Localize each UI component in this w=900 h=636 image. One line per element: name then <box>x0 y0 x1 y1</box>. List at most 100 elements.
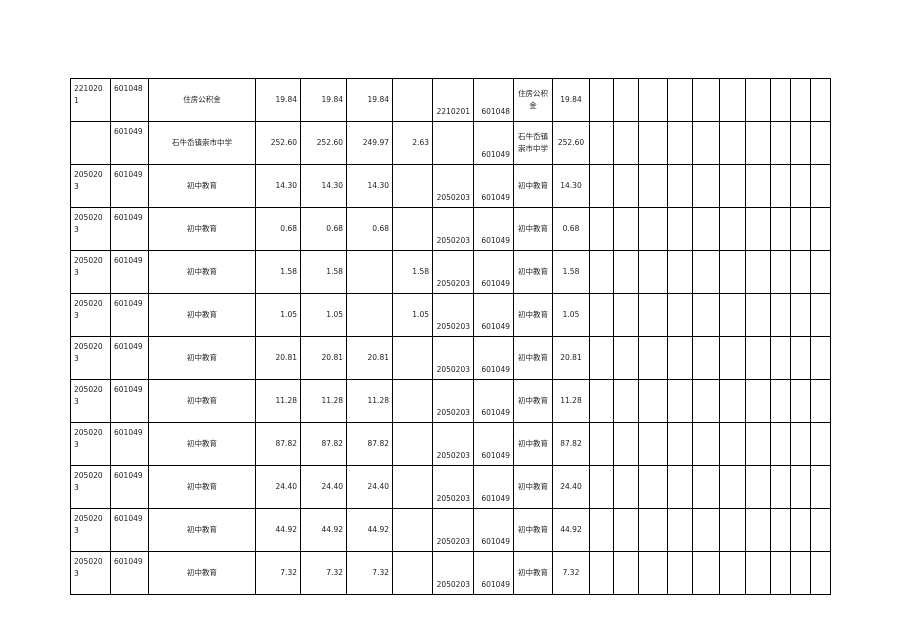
table-cell: 249.97 <box>346 121 393 165</box>
empty-cell <box>613 78 639 122</box>
table-cell: 24.40 <box>300 465 347 509</box>
empty-cell <box>719 422 746 466</box>
table-cell: 601049 <box>110 508 149 552</box>
table-row: 2050203 601049 初中教育 7.32 7.32 7.32 2050203 6010… <box>70 551 831 595</box>
empty-cell <box>589 250 614 294</box>
empty-cell <box>613 293 639 337</box>
empty-cell <box>745 293 771 337</box>
empty-cell <box>770 250 791 294</box>
empty-cell <box>719 250 746 294</box>
empty-cell <box>638 465 668 509</box>
table-cell: 2050203 <box>432 508 474 552</box>
table-cell: 44.92 <box>255 508 301 552</box>
table-cell: 20.81 <box>552 336 590 380</box>
empty-cell <box>692 250 720 294</box>
table-cell: 住房公积金 <box>513 78 553 122</box>
table-cell: 2050203 <box>70 422 111 466</box>
empty-cell <box>745 465 771 509</box>
empty-cell <box>638 250 668 294</box>
table-cell: 初中教育 <box>513 508 553 552</box>
empty-cell <box>790 293 811 337</box>
empty-cell <box>810 551 831 595</box>
empty-cell <box>613 336 639 380</box>
table-cell: 11.28 <box>300 379 347 423</box>
empty-cell <box>589 336 614 380</box>
empty-cell <box>790 336 811 380</box>
table-cell: 14.30 <box>255 164 301 208</box>
table-cell: 87.82 <box>300 422 347 466</box>
table-cell: 0.68 <box>552 207 590 251</box>
table-cell: 初中教育 <box>148 336 256 380</box>
empty-cell <box>589 379 614 423</box>
empty-cell <box>667 250 693 294</box>
table-cell <box>392 465 433 509</box>
table-cell <box>346 293 393 337</box>
empty-cell <box>719 379 746 423</box>
table-cell: 1.05 <box>392 293 433 337</box>
empty-cell <box>638 164 668 208</box>
table-cell: 2050203 <box>432 164 474 208</box>
table-cell: 初中教育 <box>513 551 553 595</box>
empty-cell <box>745 250 771 294</box>
empty-cell <box>589 78 614 122</box>
empty-cell <box>589 121 614 165</box>
empty-cell <box>613 164 639 208</box>
table-cell: 2050203 <box>70 508 111 552</box>
empty-cell <box>770 121 791 165</box>
table-cell: 初中教育 <box>148 250 256 294</box>
empty-cell <box>810 293 831 337</box>
table-cell: 初中教育 <box>513 422 553 466</box>
empty-cell <box>770 508 791 552</box>
table-cell: 初中教育 <box>148 422 256 466</box>
table-cell: 601049 <box>473 293 514 337</box>
table-cell: 2050203 <box>432 551 474 595</box>
table-cell: 601049 <box>473 164 514 208</box>
table-cell: 24.40 <box>255 465 301 509</box>
table-cell: 601049 <box>473 250 514 294</box>
table-cell: 19.84 <box>255 78 301 122</box>
table-cell: 601049 <box>110 250 149 294</box>
empty-cell <box>589 207 614 251</box>
empty-cell <box>667 379 693 423</box>
table-cell <box>392 422 433 466</box>
table-cell: 601049 <box>473 336 514 380</box>
table-cell <box>392 508 433 552</box>
table-cell: 石牛岙镇崇市中学 <box>513 121 553 165</box>
table-cell: 601049 <box>473 465 514 509</box>
table-cell: 1.58 <box>392 250 433 294</box>
empty-cell <box>613 250 639 294</box>
empty-cell <box>770 293 791 337</box>
empty-cell <box>810 121 831 165</box>
table-cell: 1.58 <box>552 250 590 294</box>
table-cell: 601048 <box>110 78 149 122</box>
table-row: 2050203 601049 初中教育 11.28 11.28 11.28 2050203 6… <box>70 379 831 423</box>
empty-cell <box>790 422 811 466</box>
table-cell: 初中教育 <box>513 250 553 294</box>
table-cell: 44.92 <box>552 508 590 552</box>
table-cell: 14.30 <box>346 164 393 208</box>
empty-cell <box>692 422 720 466</box>
empty-cell <box>667 465 693 509</box>
table-cell: 601049 <box>110 293 149 337</box>
table-cell: 14.30 <box>300 164 347 208</box>
empty-cell <box>790 121 811 165</box>
table-cell: 初中教育 <box>148 551 256 595</box>
table-cell: 2050203 <box>70 164 111 208</box>
table-cell: 24.40 <box>552 465 590 509</box>
empty-cell <box>770 164 791 208</box>
table-cell: 2050203 <box>432 250 474 294</box>
table-cell: 7.32 <box>552 551 590 595</box>
table-cell: 1.05 <box>300 293 347 337</box>
table-cell: 601049 <box>110 164 149 208</box>
table-row: 2050203 601049 初中教育 14.30 14.30 14.30 2050203 6… <box>70 164 831 208</box>
empty-cell <box>719 78 746 122</box>
empty-cell <box>790 551 811 595</box>
empty-cell <box>613 465 639 509</box>
empty-cell <box>692 336 720 380</box>
empty-cell <box>745 78 771 122</box>
empty-cell <box>810 164 831 208</box>
empty-cell <box>638 379 668 423</box>
table-cell: 1.05 <box>552 293 590 337</box>
table-cell <box>392 207 433 251</box>
table-cell: 2050203 <box>432 207 474 251</box>
